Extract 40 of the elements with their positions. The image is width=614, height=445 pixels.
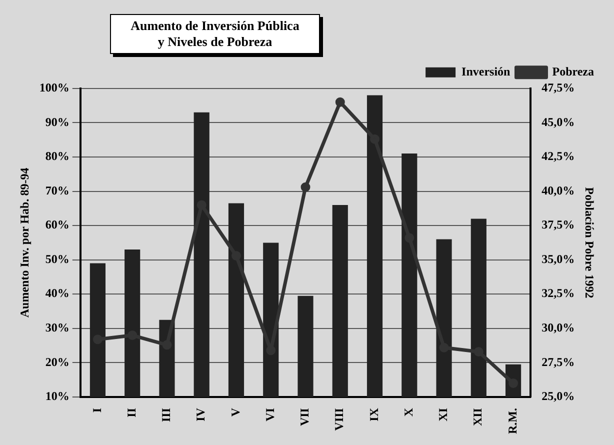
y2-tick-label: 37,5% <box>542 218 575 232</box>
x-tick-label: X <box>401 408 416 417</box>
legend-label: Pobreza <box>552 64 594 78</box>
y-tick-label: 30% <box>45 320 70 335</box>
legend-label: Inversión <box>462 64 511 78</box>
y-axis-title: Aumento Inv. por Hab. 89-94 <box>17 168 32 318</box>
x-tick-label: XII <box>470 408 485 426</box>
x-tick-label: II <box>124 408 138 418</box>
y2-tick-label: 30,0% <box>542 320 575 335</box>
x-tick-label: VII <box>298 408 312 426</box>
y-tick-label: 20% <box>45 354 70 369</box>
y2-tick-label: 40,0% <box>542 183 575 198</box>
y-tick-label: 60% <box>45 218 70 232</box>
y2-tick-label: 25,0% <box>542 389 575 404</box>
x-tick-label: I <box>90 408 104 413</box>
y2-tick-label: 35,0% <box>542 252 575 266</box>
y2-tick-label: 47,5% <box>542 80 575 94</box>
y-tick-label: 70% <box>45 183 70 198</box>
y-tick-label: 80% <box>45 149 70 164</box>
x-tick-label: VIII <box>332 408 346 431</box>
y2-tick-label: 32,5% <box>542 286 575 300</box>
y2-axis-title: Población Pobre 1992 <box>582 187 597 298</box>
x-tick-label: III <box>159 408 174 422</box>
x-tick-label: IX <box>366 408 381 422</box>
x-tick-label: IV <box>194 408 208 422</box>
x-tick-label: VI <box>262 408 277 422</box>
chart-title: Aumento de Inversión Pública y Niveles de Pobreza <box>110 14 320 54</box>
y-tick-label: 50% <box>45 252 70 266</box>
y2-tick-label: 27,5% <box>542 354 575 369</box>
y2-tick-label: 45,0% <box>542 114 575 129</box>
point <box>300 182 310 192</box>
y-tick-label: 90% <box>45 114 70 129</box>
x-tick-label: XI <box>436 408 450 422</box>
x-tick-label: R.M. <box>505 408 520 434</box>
point <box>335 97 345 107</box>
y-tick-label: 40% <box>45 286 70 300</box>
y2-tick-label: 42,5% <box>542 149 575 164</box>
y-tick-label: 100% <box>39 80 70 94</box>
x-tick-label: V <box>228 408 242 417</box>
y-tick-label: 10% <box>45 389 70 404</box>
